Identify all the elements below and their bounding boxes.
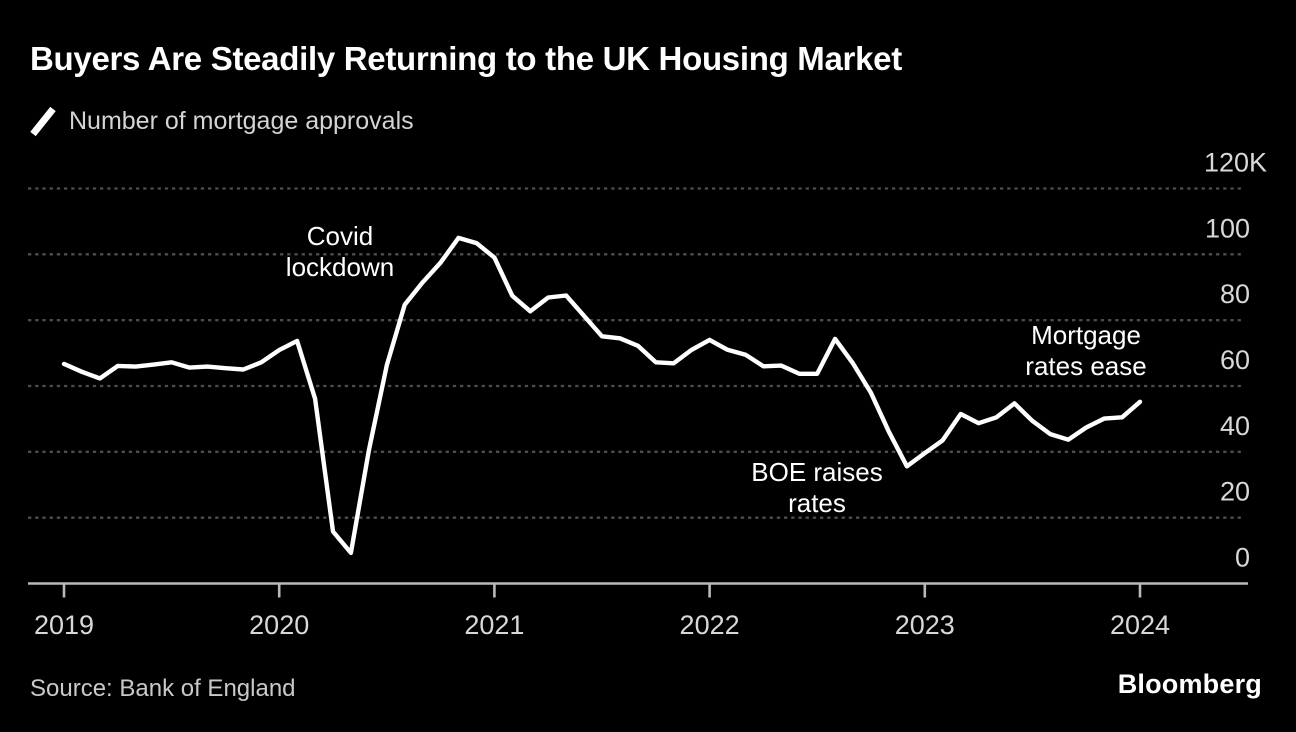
source-note: Source: Bank of England [30,675,296,702]
x-axis-label: 2023 [895,610,955,640]
approvals-line [61,235,1143,556]
annotation-line: BOE raises [751,457,883,487]
line-series-icon [30,106,56,137]
annotation-line: lockdown [285,252,395,282]
x-axis-label: 2024 [1110,610,1170,640]
y-axis-label: 40 [1220,411,1250,441]
y-axis-label: 60 [1220,345,1250,375]
y-axis-label: 80 [1220,279,1250,309]
annotation-mortgage-rates-ease: Mortgage rates ease [1025,320,1146,382]
annotation-boe-raises-rates: BOE raises rates [751,457,883,519]
annotation-line: rates [788,488,846,518]
x-axis-label: 2020 [249,610,309,640]
y-axis-label: 120K [1204,148,1267,178]
x-axis-label: 2019 [34,610,94,640]
chart-title: Buyers Are Steadily Returning to the UK … [30,40,902,77]
annotation-line: Mortgage [1031,320,1141,350]
x-axis-label: 2021 [464,610,524,640]
y-axis-label: 0 [1235,543,1250,573]
y-axis-label: 100 [1205,213,1250,243]
x-axis-label: 2022 [680,610,740,640]
legend-label: Number of mortgage approvals [69,106,414,135]
legend: Number of mortgage approvals [30,104,414,138]
annotation-line: Covid [306,221,374,251]
bloomberg-logo: Bloomberg [1117,669,1262,699]
y-axis-label: 20 [1220,477,1250,507]
annotation-line: rates ease [1025,351,1147,381]
annotation-covid-lockdown: Covid lockdown [286,221,394,283]
